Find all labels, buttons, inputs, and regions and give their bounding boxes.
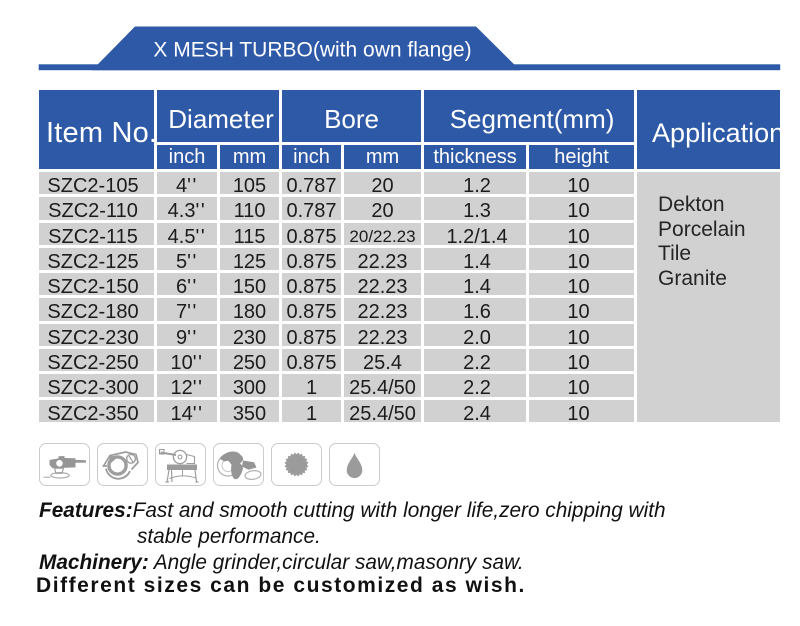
svg-text:X MESH TURBO(with own flange): X MESH TURBO(with own flange) [153,39,471,62]
